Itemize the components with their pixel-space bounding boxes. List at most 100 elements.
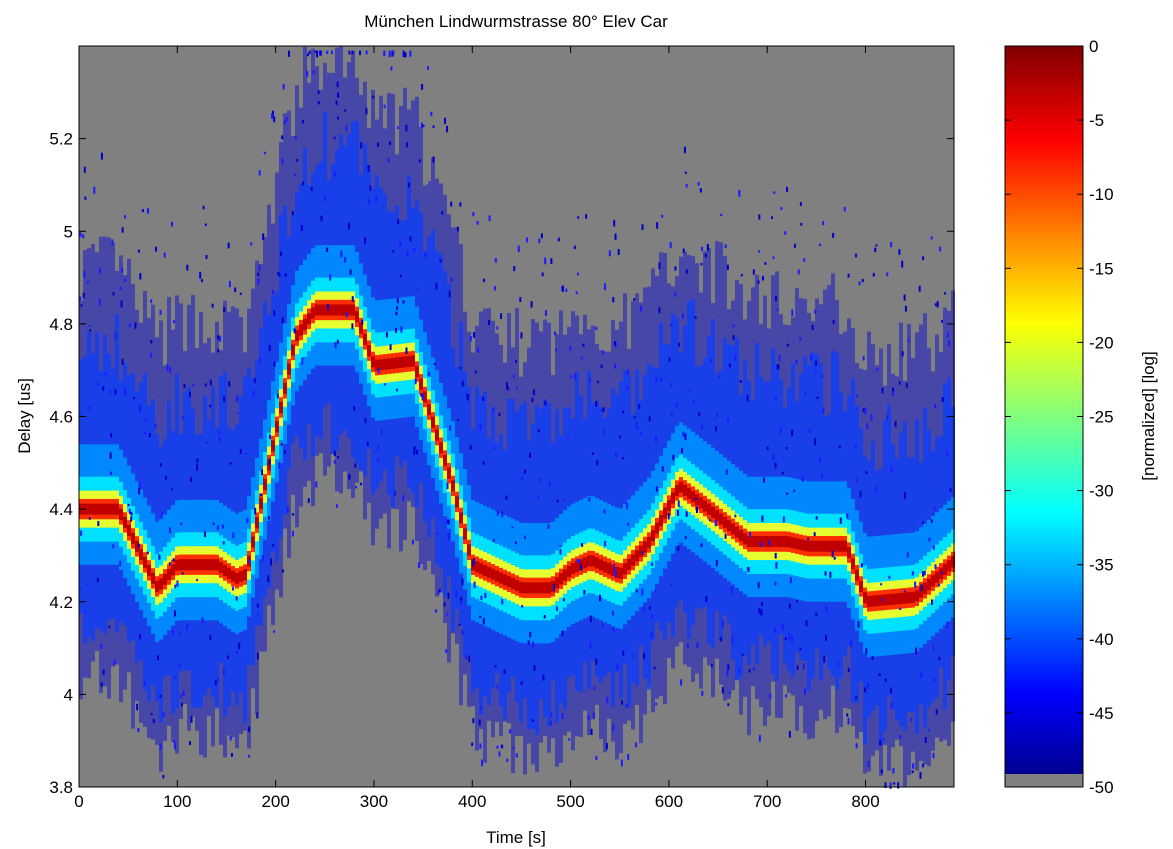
- heatmap-speckle: [190, 476, 193, 483]
- heatmap-speckle: [886, 414, 889, 420]
- heatmap-speckle: [114, 332, 117, 340]
- heatmap-speckle: [932, 545, 935, 550]
- heatmap-speckle: [563, 499, 566, 502]
- heatmap-cell: [379, 359, 383, 371]
- x-tick-label: 800: [851, 792, 879, 811]
- heatmap-speckle: [479, 707, 482, 710]
- heatmap-speckle: [271, 113, 274, 119]
- heatmap-speckle: [813, 532, 816, 537]
- heatmap-speckle: [603, 509, 606, 514]
- heatmap-speckle: [351, 50, 354, 55]
- heatmap-cell: [215, 559, 219, 571]
- heatmap-speckle: [301, 357, 304, 365]
- heatmap-speckle: [824, 571, 827, 576]
- heatmap-speckle: [292, 513, 295, 516]
- heatmap-speckle: [561, 285, 564, 292]
- heatmap-speckle: [855, 394, 858, 398]
- heatmap-speckle: [784, 231, 787, 235]
- heatmap-speckle: [498, 751, 501, 757]
- heatmap-speckle: [655, 435, 658, 443]
- heatmap-speckle: [273, 310, 276, 316]
- heatmap-cell: [503, 574, 507, 586]
- heatmap-cell: [547, 582, 551, 594]
- heatmap-speckle: [943, 292, 946, 295]
- heatmap-speckle: [388, 50, 391, 58]
- heatmap-speckle: [227, 655, 230, 659]
- heatmap-cell: [855, 569, 859, 581]
- heatmap-speckle: [701, 690, 704, 696]
- heatmap-speckle: [635, 590, 638, 593]
- heatmap-speckle: [746, 395, 749, 402]
- heatmap-cell: [203, 559, 207, 571]
- heatmap-speckle: [815, 612, 818, 617]
- heatmap-speckle: [599, 594, 602, 602]
- heatmap-speckle: [228, 381, 231, 387]
- heatmap-speckle: [814, 369, 817, 372]
- heatmap-cell: [755, 535, 759, 548]
- heatmap-cell: [103, 503, 107, 515]
- heatmap-speckle: [847, 273, 850, 278]
- heatmap-cell: [111, 503, 115, 515]
- heatmap-cell: [847, 547, 851, 559]
- heatmap-cell: [595, 557, 599, 569]
- heatmap-cell: [287, 363, 291, 375]
- heatmap-speckle: [523, 535, 526, 540]
- heatmap-speckle: [565, 288, 568, 292]
- heatmap-speckle: [171, 629, 174, 635]
- heatmap-cell: [659, 515, 663, 527]
- heatmap-speckle: [912, 763, 915, 769]
- heatmap-speckle: [137, 727, 140, 733]
- heatmap-speckle: [180, 522, 183, 525]
- heatmap-speckle: [345, 312, 348, 318]
- heatmap-cell: [871, 595, 875, 607]
- heatmap-cell: [667, 499, 671, 512]
- heatmap-speckle: [616, 663, 619, 670]
- heatmap-speckle: [791, 635, 794, 643]
- heatmap-cell: [623, 563, 627, 575]
- heatmap-speckle: [758, 734, 761, 742]
- heatmap-speckle: [465, 655, 468, 660]
- heatmap-speckle: [196, 578, 199, 581]
- heatmap-cell: [147, 564, 151, 576]
- heatmap-speckle: [814, 360, 817, 366]
- heatmap-speckle: [409, 236, 412, 242]
- heatmap-cell: [155, 580, 159, 592]
- heatmap-speckle: [904, 492, 907, 499]
- heatmap-speckle: [738, 189, 741, 197]
- heatmap-speckle: [271, 289, 274, 295]
- heatmap-speckle: [148, 433, 151, 438]
- heatmap-speckle: [377, 458, 380, 463]
- heatmap-speckle: [492, 447, 495, 450]
- heatmap-speckle: [786, 186, 789, 192]
- heatmap-speckle: [511, 526, 514, 529]
- heatmap-speckle: [458, 623, 461, 626]
- heatmap-speckle: [684, 433, 687, 441]
- heatmap-speckle: [697, 182, 700, 186]
- heatmap-speckle: [515, 386, 518, 389]
- heatmap-speckle: [686, 643, 689, 648]
- heatmap-speckle: [559, 545, 562, 548]
- heatmap-speckle: [471, 742, 474, 747]
- heatmap-speckle: [602, 407, 605, 413]
- heatmap-cell: [751, 535, 755, 548]
- heatmap-speckle: [367, 165, 370, 172]
- heatmap-speckle: [513, 265, 516, 272]
- heatmap-speckle: [726, 264, 729, 271]
- heatmap-speckle: [258, 170, 261, 176]
- heatmap-speckle: [641, 224, 644, 231]
- heatmap-speckle: [268, 516, 271, 520]
- heatmap-speckle: [319, 50, 322, 54]
- heatmap-speckle: [307, 498, 310, 503]
- heatmap-speckle: [681, 313, 684, 319]
- heatmap-speckle: [82, 234, 85, 239]
- heatmap-cell: [255, 517, 259, 529]
- heatmap-speckle: [205, 441, 208, 444]
- heatmap-speckle: [774, 396, 777, 401]
- heatmap-speckle: [86, 583, 89, 586]
- heatmap-speckle: [383, 50, 386, 57]
- heatmap-speckle: [667, 512, 670, 520]
- heatmap-speckle: [659, 377, 662, 381]
- heatmap-speckle: [625, 704, 628, 708]
- heatmap-speckle: [396, 388, 399, 392]
- heatmap-speckle: [258, 357, 261, 363]
